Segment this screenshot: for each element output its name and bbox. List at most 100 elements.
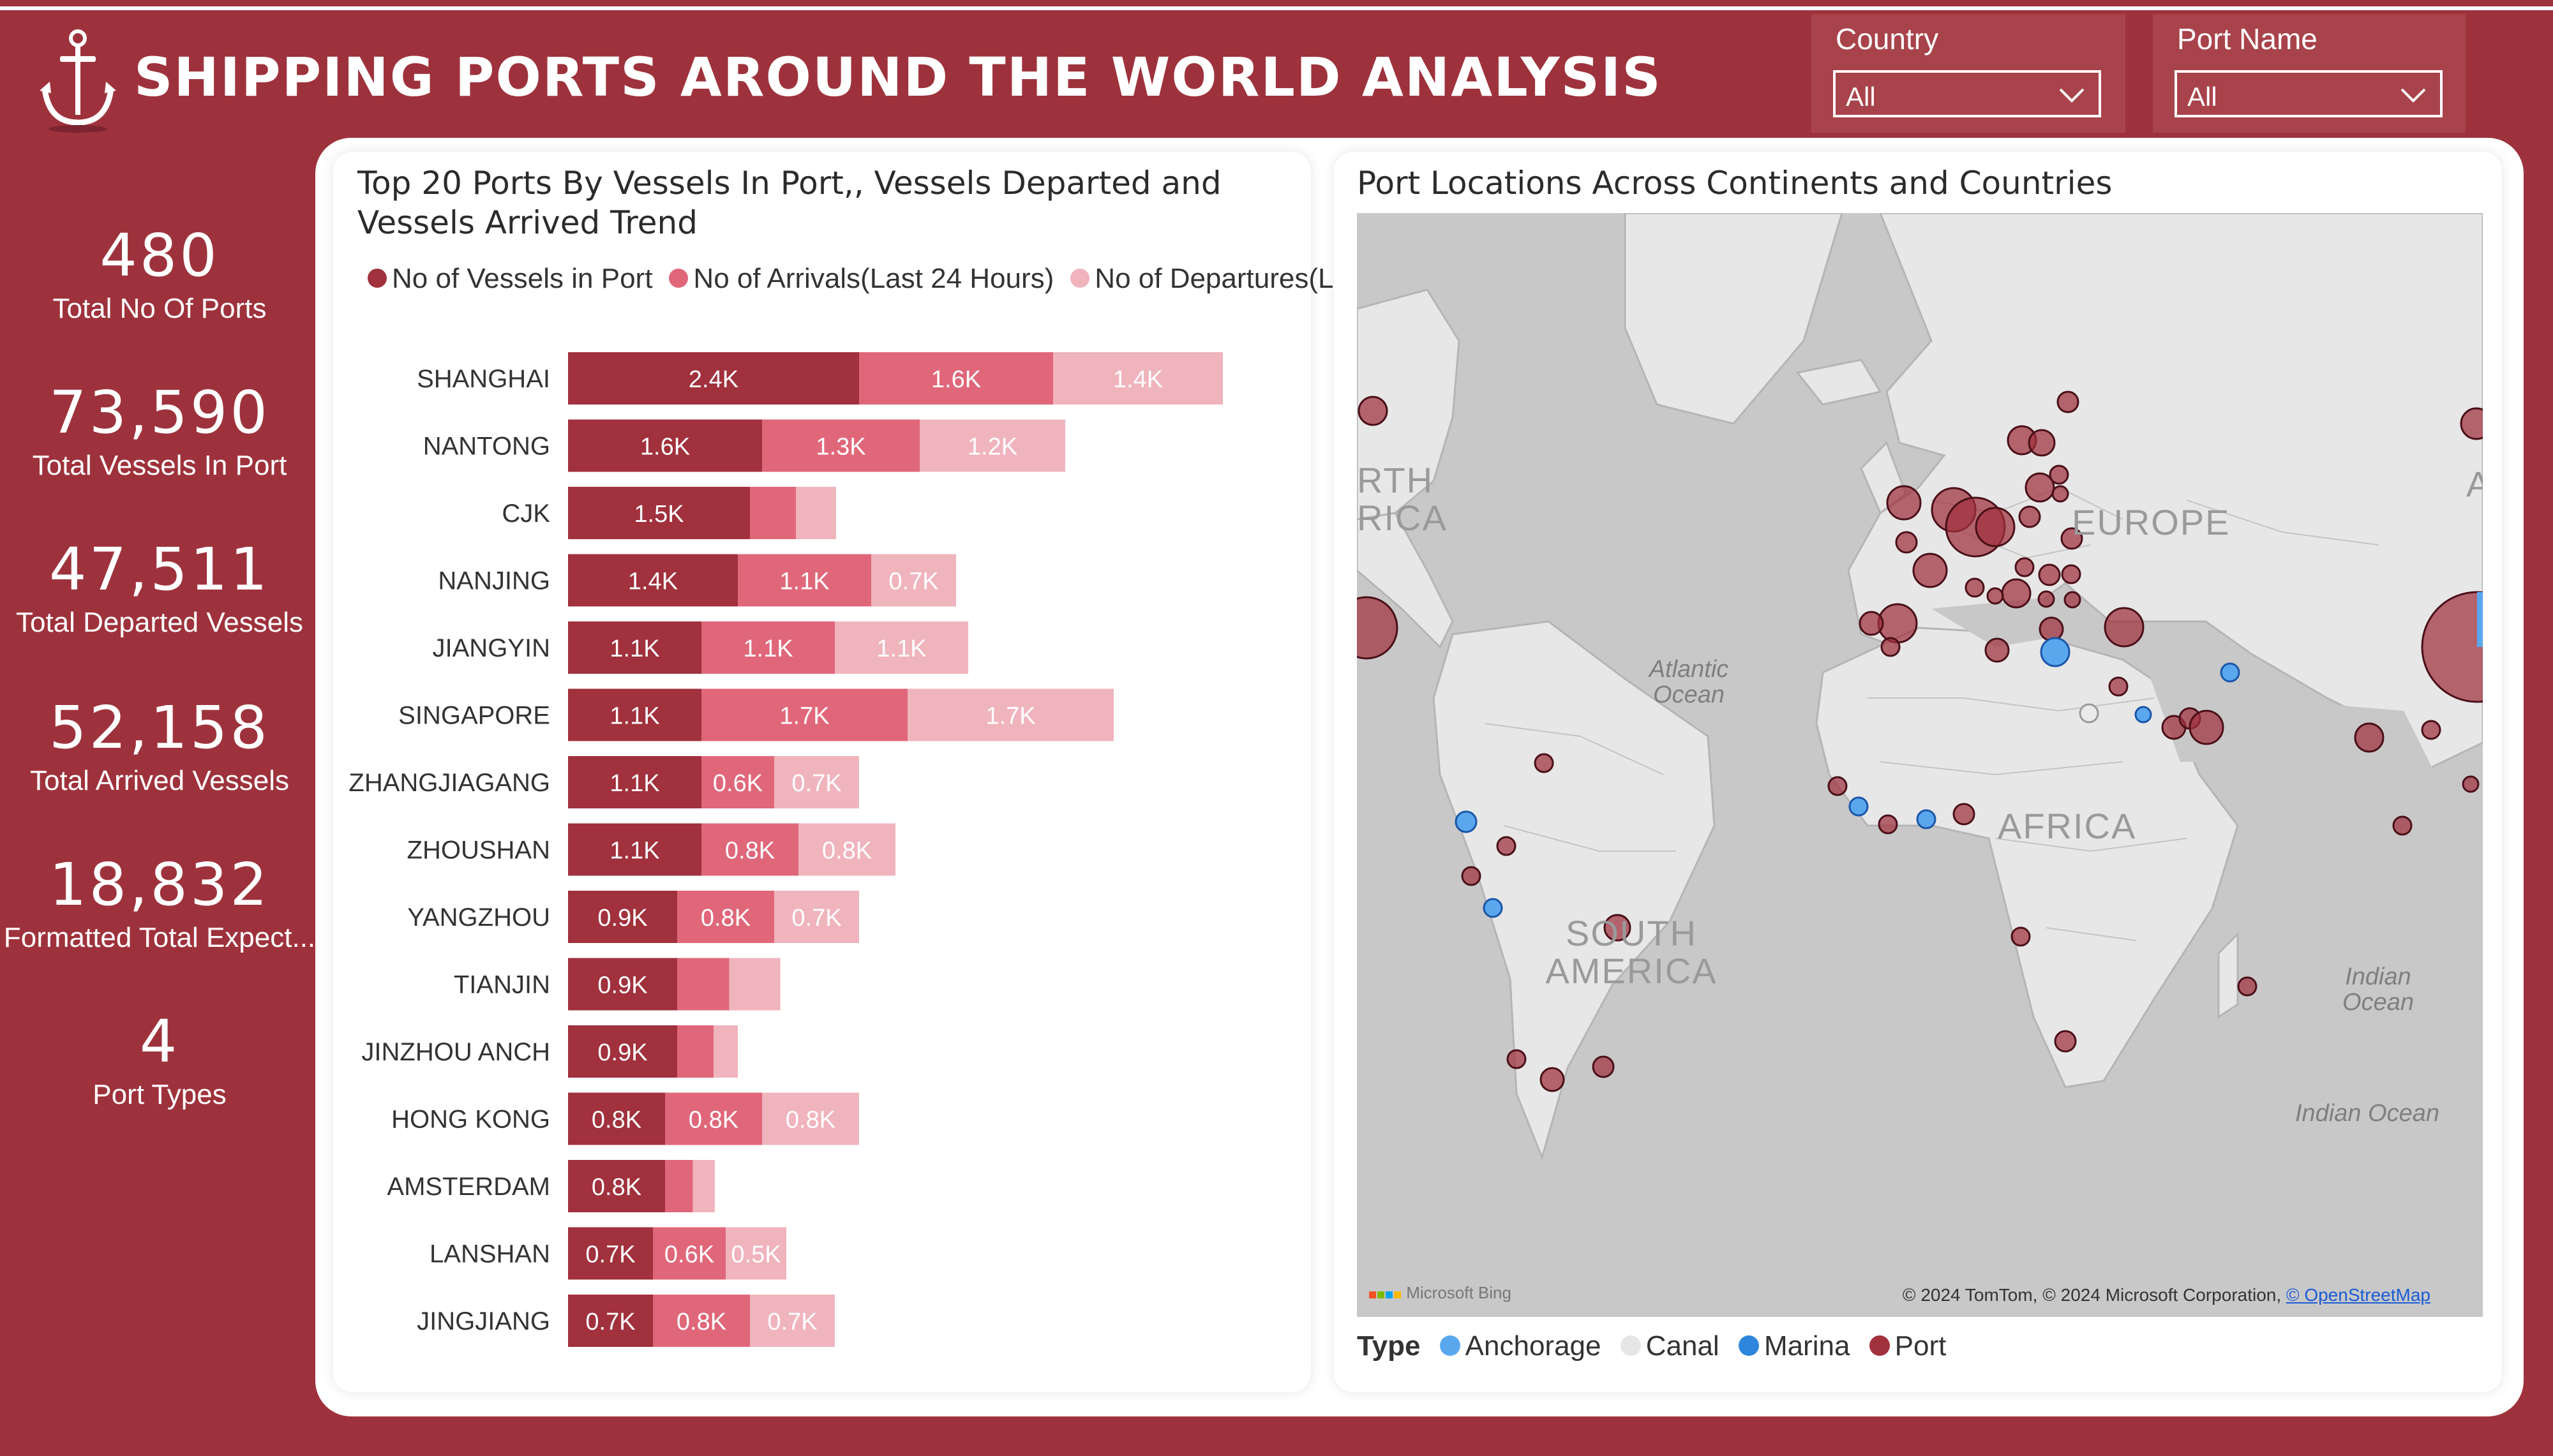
bing-logo-icon	[1386, 1291, 1393, 1298]
data-label: 0.6K	[664, 1242, 714, 1268]
bar-segment[interactable]	[701, 823, 798, 876]
madagascar-land	[2217, 932, 2239, 1019]
bar-segment[interactable]	[677, 1025, 714, 1078]
bar-segment[interactable]	[568, 1025, 677, 1078]
bar-segment[interactable]	[568, 688, 701, 741]
bar-segment[interactable]	[859, 352, 1053, 405]
bar-segment[interactable]	[568, 1092, 665, 1145]
data-label: 1.6K	[640, 434, 690, 461]
bar-segment[interactable]	[568, 1295, 653, 1347]
bar-segment[interactable]	[750, 487, 797, 539]
kpi-label: Total Vessels In Port	[32, 450, 287, 481]
map-label-atlantic: Atlantic Ocean	[1649, 656, 1729, 708]
data-label: 1.4K	[628, 568, 678, 595]
port-bubbles[interactable]	[1357, 390, 2483, 1092]
openstreetmap-link[interactable]: © OpenStreetMap	[2286, 1285, 2430, 1305]
bar-segment[interactable]	[701, 621, 835, 674]
bar-chart-legend: No of Vessels in Port No of Arrivals(Last…	[368, 263, 1374, 295]
bar-segment[interactable]	[665, 1160, 693, 1212]
kpi-value: 18,832	[49, 851, 270, 919]
canal-bubble[interactable]	[2079, 703, 2099, 724]
copyright-text: © 2024 TomTom, © 2024 Microsoft Corporat…	[1902, 1285, 2286, 1305]
data-label: 1.3K	[816, 434, 865, 461]
bar-segment[interactable]	[568, 352, 859, 405]
map-canvas[interactable]	[1357, 213, 2483, 1317]
bar-segment[interactable]	[796, 487, 836, 539]
legend-item-vessels-in-port[interactable]: No of Vessels in Port	[368, 263, 652, 294]
bar-segment[interactable]	[762, 419, 920, 472]
port-name-dropdown-value: All	[2187, 82, 2217, 112]
bar-segment[interactable]	[568, 958, 677, 1011]
bar-segment[interactable]	[568, 1160, 665, 1212]
anchorage-bubbles[interactable]	[1455, 637, 2240, 918]
bar-segment[interactable]	[568, 621, 701, 674]
data-label: 0.7K	[767, 1309, 817, 1335]
bar-segment[interactable]	[653, 1227, 726, 1280]
bar-segment[interactable]	[1053, 352, 1223, 405]
bar-segment[interactable]	[568, 419, 762, 472]
legend-item-departures[interactable]: No of Departures(L...	[1070, 263, 1357, 294]
legend-label: No of Arrivals(Last 24 Hours)	[693, 263, 1054, 294]
legend-item-anchorage[interactable]: Anchorage	[1439, 1330, 1601, 1362]
category-label: SHANGHAI	[417, 365, 550, 393]
kpi-label: Port Types	[93, 1079, 227, 1110]
kpi-value: 480	[100, 221, 220, 290]
bar-segment[interactable]	[774, 891, 859, 943]
kpi-total-vessels-in-port: 73,590 Total Vessels In Port	[0, 378, 319, 484]
bar-segment[interactable]	[653, 1295, 750, 1347]
world-map[interactable]: RTH RICA EUROPE AFRICA SOUTH AMERICA A A…	[1357, 213, 2483, 1317]
bing-attribution: Microsoft Bing	[1368, 1283, 1511, 1303]
bar-segment[interactable]	[738, 554, 871, 607]
bar-segment[interactable]	[701, 756, 774, 808]
bar-chart-title: Top 20 Ports By Vessels In Port,, Vessel…	[357, 165, 1222, 241]
bar-segment[interactable]	[677, 891, 774, 943]
bar-segment[interactable]	[729, 958, 781, 1011]
chevron-down-icon[interactable]	[2398, 82, 2429, 107]
chevron-down-icon[interactable]	[2056, 82, 2087, 107]
kpi-total-expected: 18,832 Formatted Total Expect...	[0, 850, 319, 956]
data-label: 0.8K	[592, 1174, 641, 1201]
country-filter-label: Country	[1836, 22, 1939, 56]
data-label: 0.7K	[791, 770, 841, 797]
map-label-africa: AFRICA	[1998, 806, 2137, 846]
bar-segment[interactable]	[568, 756, 701, 808]
bar-segment[interactable]	[871, 554, 956, 607]
map-label-europe: EUROPE	[2072, 502, 2231, 542]
legend-item-arrivals[interactable]: No of Arrivals(Last 24 Hours)	[669, 263, 1054, 294]
legend-item-port[interactable]: Port	[1869, 1330, 1946, 1362]
data-label: 0.8K	[701, 905, 751, 932]
bar-segment[interactable]	[714, 1025, 738, 1078]
bar-segment[interactable]	[693, 1160, 715, 1212]
bar-segment[interactable]	[762, 1092, 859, 1145]
map-label-south-america: SOUTH AMERICA	[1545, 913, 1718, 991]
map-label-asia: A	[2466, 464, 2483, 504]
bar-segment[interactable]	[798, 823, 895, 876]
bar-segment[interactable]	[726, 1227, 786, 1280]
data-label: 1.1K	[779, 568, 829, 595]
bar-segment[interactable]	[568, 823, 701, 876]
bar-segment[interactable]	[568, 554, 738, 607]
port-name-filter: Port Name All	[2153, 14, 2466, 133]
country-dropdown[interactable]: All	[1833, 70, 2101, 117]
data-label: 1.7K	[779, 703, 829, 730]
legend-item-marina[interactable]: Marina	[1738, 1330, 1850, 1362]
bar-segment[interactable]	[665, 1092, 762, 1145]
bar-segment[interactable]	[750, 1295, 835, 1347]
mediterranean-sea	[1931, 596, 2110, 647]
bar-segment[interactable]	[701, 688, 908, 741]
port-name-filter-label: Port Name	[2177, 22, 2317, 56]
bar-segment[interactable]	[677, 958, 730, 1011]
port-name-dropdown[interactable]: All	[2175, 70, 2443, 117]
data-label: 0.8K	[822, 838, 872, 865]
bar-segment[interactable]	[568, 1227, 653, 1280]
page-title: SHIPPING PORTS AROUND THE WORLD ANALYSIS	[134, 46, 1662, 108]
data-label: 0.8K	[677, 1309, 726, 1335]
bar-segment[interactable]	[835, 621, 968, 674]
bar-segment[interactable]	[920, 419, 1065, 472]
bar-segment[interactable]	[568, 487, 750, 539]
legend-item-canal[interactable]: Canal	[1620, 1330, 1719, 1362]
bar-segment[interactable]	[774, 756, 859, 808]
bar-segment[interactable]	[568, 891, 677, 943]
bar-segment[interactable]	[908, 688, 1114, 741]
